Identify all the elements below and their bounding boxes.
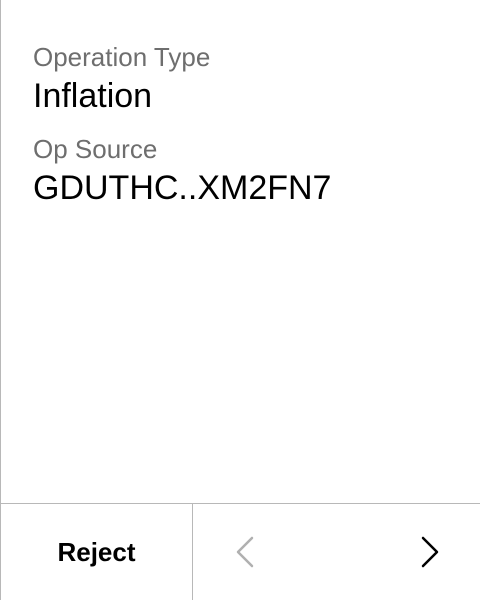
pagination-nav <box>193 504 480 600</box>
operation-type-value: Inflation <box>33 74 464 118</box>
action-footer: Reject <box>1 503 480 600</box>
reject-button[interactable]: Reject <box>1 504 193 600</box>
op-source-label: Op Source <box>33 132 464 166</box>
op-source-value: GDUTHC..XM2FN7 <box>33 166 464 210</box>
operation-type-label: Operation Type <box>33 40 464 74</box>
chevron-right-icon <box>419 535 441 569</box>
previous-button[interactable] <box>205 504 285 600</box>
next-button[interactable] <box>390 504 470 600</box>
operation-details: Operation Type Inflation Op Source GDUTH… <box>33 40 464 224</box>
chevron-left-icon <box>234 535 256 569</box>
